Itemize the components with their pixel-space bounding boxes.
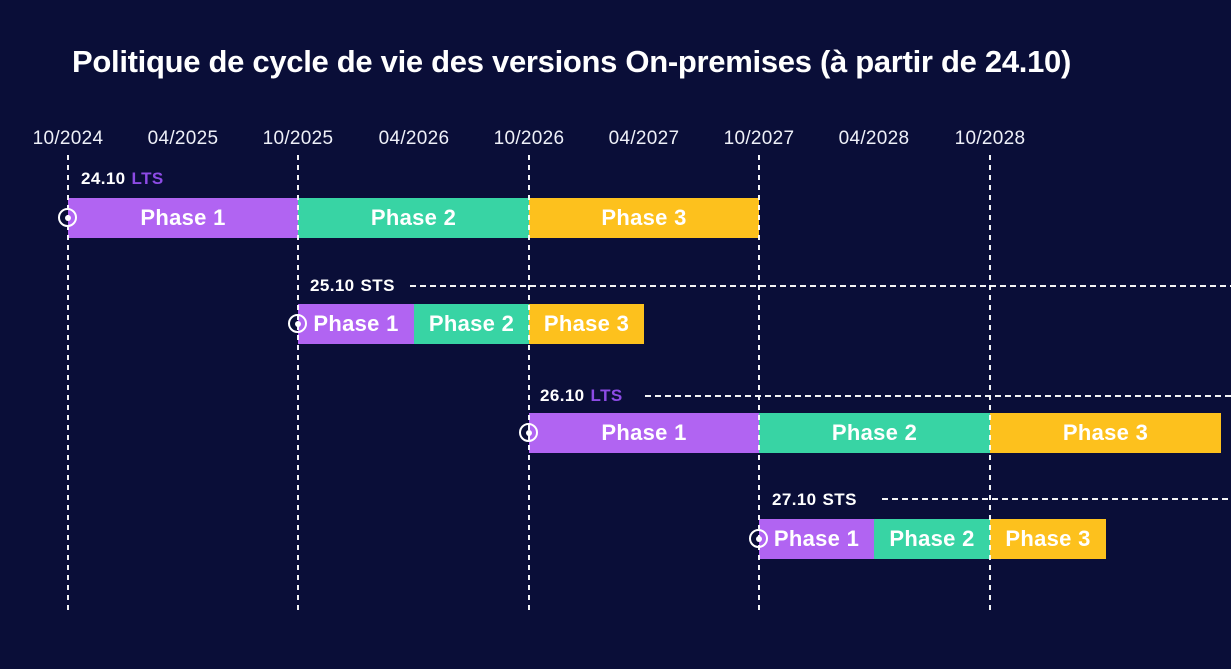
release-extent-dashed-line: [882, 498, 1231, 500]
release-start-marker: [288, 314, 307, 333]
marker-dot-icon: [64, 214, 71, 221]
gridline-10-2024: [67, 155, 69, 615]
axis-tick-label: 10/2028: [954, 128, 1026, 149]
phase-bar: Phase 1: [759, 519, 874, 559]
gridline-10-2027: [758, 155, 760, 615]
phase-bar: Phase 1: [298, 304, 414, 344]
phase-bar: Phase 1: [68, 198, 298, 238]
marker-dot-icon: [755, 535, 762, 542]
release-label: 26.10 LTS: [540, 386, 623, 406]
axis-tick-label: 04/2028: [838, 128, 910, 149]
release-extent-dashed-line: [410, 285, 1231, 287]
release-type-badge: LTS: [590, 386, 623, 405]
release-start-marker: [519, 423, 538, 442]
release-version: 25.10: [310, 276, 355, 295]
phase-bar: Phase 2: [874, 519, 990, 559]
release-version: 27.10: [772, 490, 817, 509]
phase-bar: Phase 3: [529, 198, 759, 238]
release-label: 24.10 LTS: [81, 169, 164, 189]
phase-bar: Phase 3: [529, 304, 644, 344]
phase-bar: Phase 2: [759, 413, 990, 453]
release-type-badge: STS: [360, 276, 395, 295]
release-start-marker: [749, 529, 768, 548]
axis-tick-label: 04/2026: [378, 128, 450, 149]
axis-tick-label: 04/2027: [608, 128, 680, 149]
phase-bar: Phase 1: [529, 413, 759, 453]
release-label: 27.10 STS: [772, 490, 857, 510]
release-extent-dashed-line: [645, 395, 1231, 397]
phase-bar: Phase 3: [990, 519, 1106, 559]
axis-tick-label: 04/2025: [147, 128, 219, 149]
release-version: 26.10: [540, 386, 585, 405]
marker-dot-icon: [525, 429, 532, 436]
phase-bar: Phase 2: [414, 304, 529, 344]
axis-tick-label: 10/2027: [723, 128, 795, 149]
axis-tick-label: 10/2025: [262, 128, 334, 149]
axis-tick-label: 10/2026: [493, 128, 565, 149]
gridline-10-2028: [989, 155, 991, 615]
gridline-10-2026: [528, 155, 530, 615]
release-type-badge: LTS: [131, 169, 164, 188]
gridline-10-2025: [297, 155, 299, 615]
release-type-badge: STS: [822, 490, 857, 509]
release-label: 25.10 STS: [310, 276, 395, 296]
phase-bar: Phase 3: [990, 413, 1221, 453]
release-version: 24.10: [81, 169, 126, 188]
release-start-marker: [58, 208, 77, 227]
chart-title: Politique de cycle de vie des versions O…: [72, 44, 1071, 79]
marker-dot-icon: [294, 320, 301, 327]
axis-tick-label: 10/2024: [32, 128, 104, 149]
phase-bar: Phase 2: [298, 198, 529, 238]
